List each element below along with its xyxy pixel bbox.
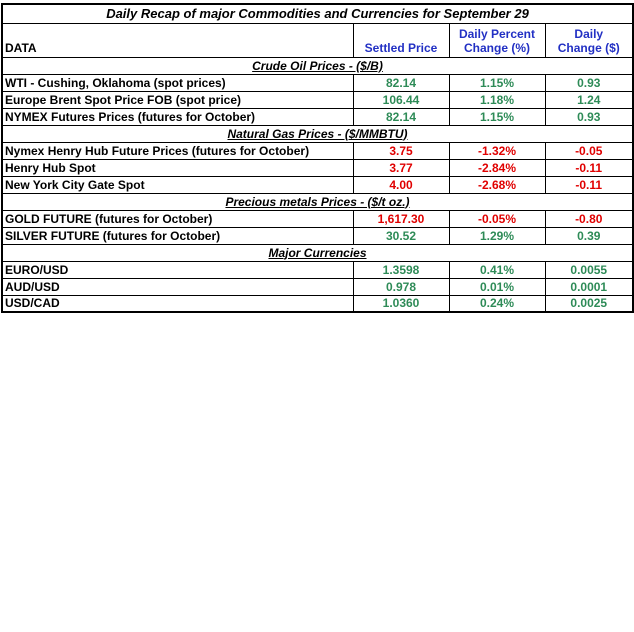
daily-change-value: -0.80 [544,209,634,228]
row-label: EURO/USD [1,260,354,279]
settled-price-value: 82.14 [352,107,450,126]
percent-change-value: -2.68% [448,175,546,194]
table-row: USD/CAD 1.0360 0.24% 0.0025 [1,294,634,313]
settled-price-value: 4.00 [352,175,450,194]
row-label: USD/CAD [1,294,354,313]
column-header-data: DATA [1,22,354,58]
table-row: EURO/USD 1.3598 0.41% 0.0055 [1,260,634,279]
daily-change-value: 0.0055 [544,260,634,279]
section-row-precious-metals: Precious metals Prices - ($/t oz.) [1,192,634,211]
table-row: SILVER FUTURE (futures for October) 30.5… [1,226,634,245]
column-header-daily-change: Daily Change ($) [544,22,634,58]
row-label: AUD/USD [1,277,354,296]
daily-change-value: 0.0025 [544,294,634,313]
row-label: SILVER FUTURE (futures for October) [1,226,354,245]
percent-change-value: -2.84% [448,158,546,177]
table-row: NYMEX Futures Prices (futures for Octobe… [1,107,634,126]
row-label: Europe Brent Spot Price FOB (spot price) [1,90,354,109]
percent-change-value: 0.01% [448,277,546,296]
daily-change-value: 1.24 [544,90,634,109]
page-title: Daily Recap of major Commodities and Cur… [1,3,634,24]
daily-change-value: -0.05 [544,141,634,160]
percent-change-value: 1.18% [448,90,546,109]
percent-change-value: 1.15% [448,107,546,126]
settled-price-value: 1.3598 [352,260,450,279]
settled-price-value: 82.14 [352,73,450,92]
header-row: DATA Settled Price Daily Percent Change … [1,22,634,58]
row-label: GOLD FUTURE (futures for October) [1,209,354,228]
column-header-daily-percent-change: Daily Percent Change (%) [448,22,546,58]
percent-change-value: -1.32% [448,141,546,160]
settled-price-value: 0.978 [352,277,450,296]
row-label: Henry Hub Spot [1,158,354,177]
settled-price-value: 30.52 [352,226,450,245]
section-row-crude-oil: Crude Oil Prices - ($/B) [1,56,634,75]
row-label: New York City Gate Spot [1,175,354,194]
column-header-settled-price: Settled Price [352,22,450,58]
commodities-currencies-table: Daily Recap of major Commodities and Cur… [1,3,634,313]
daily-change-value: 0.93 [544,107,634,126]
table-row: Europe Brent Spot Price FOB (spot price)… [1,90,634,109]
section-heading: Precious metals Prices - ($/t oz.) [1,192,634,211]
daily-change-value: 0.0001 [544,277,634,296]
section-row-natural-gas: Natural Gas Prices - ($/MMBTU) [1,124,634,143]
table-row: WTI - Cushing, Oklahoma (spot prices) 82… [1,73,634,92]
percent-change-value: 1.15% [448,73,546,92]
settled-price-value: 106.44 [352,90,450,109]
daily-change-value: -0.11 [544,175,634,194]
percent-change-value: 0.41% [448,260,546,279]
settled-price-value: 3.77 [352,158,450,177]
settled-price-value: 3.75 [352,141,450,160]
percent-change-value: 1.29% [448,226,546,245]
section-heading: Major Currencies [1,243,634,262]
section-row-major-currencies: Major Currencies [1,243,634,262]
row-label: WTI - Cushing, Oklahoma (spot prices) [1,73,354,92]
table-row: AUD/USD 0.978 0.01% 0.0001 [1,277,634,296]
section-heading: Crude Oil Prices - ($/B) [1,56,634,75]
table-row: Nymex Henry Hub Future Prices (futures f… [1,141,634,160]
settled-price-value: 1,617.30 [352,209,450,228]
table-row: Henry Hub Spot 3.77 -2.84% -0.11 [1,158,634,177]
daily-change-value: -0.11 [544,158,634,177]
row-label: Nymex Henry Hub Future Prices (futures f… [1,141,354,160]
table-row: New York City Gate Spot 4.00 -2.68% -0.1… [1,175,634,194]
section-heading: Natural Gas Prices - ($/MMBTU) [1,124,634,143]
daily-change-value: 0.39 [544,226,634,245]
table-row: GOLD FUTURE (futures for October) 1,617.… [1,209,634,228]
percent-change-value: -0.05% [448,209,546,228]
page: Daily Recap of major Commodities and Cur… [0,0,634,313]
percent-change-value: 0.24% [448,294,546,313]
daily-change-value: 0.93 [544,73,634,92]
title-row: Daily Recap of major Commodities and Cur… [1,3,634,24]
settled-price-value: 1.0360 [352,294,450,313]
row-label: NYMEX Futures Prices (futures for Octobe… [1,107,354,126]
